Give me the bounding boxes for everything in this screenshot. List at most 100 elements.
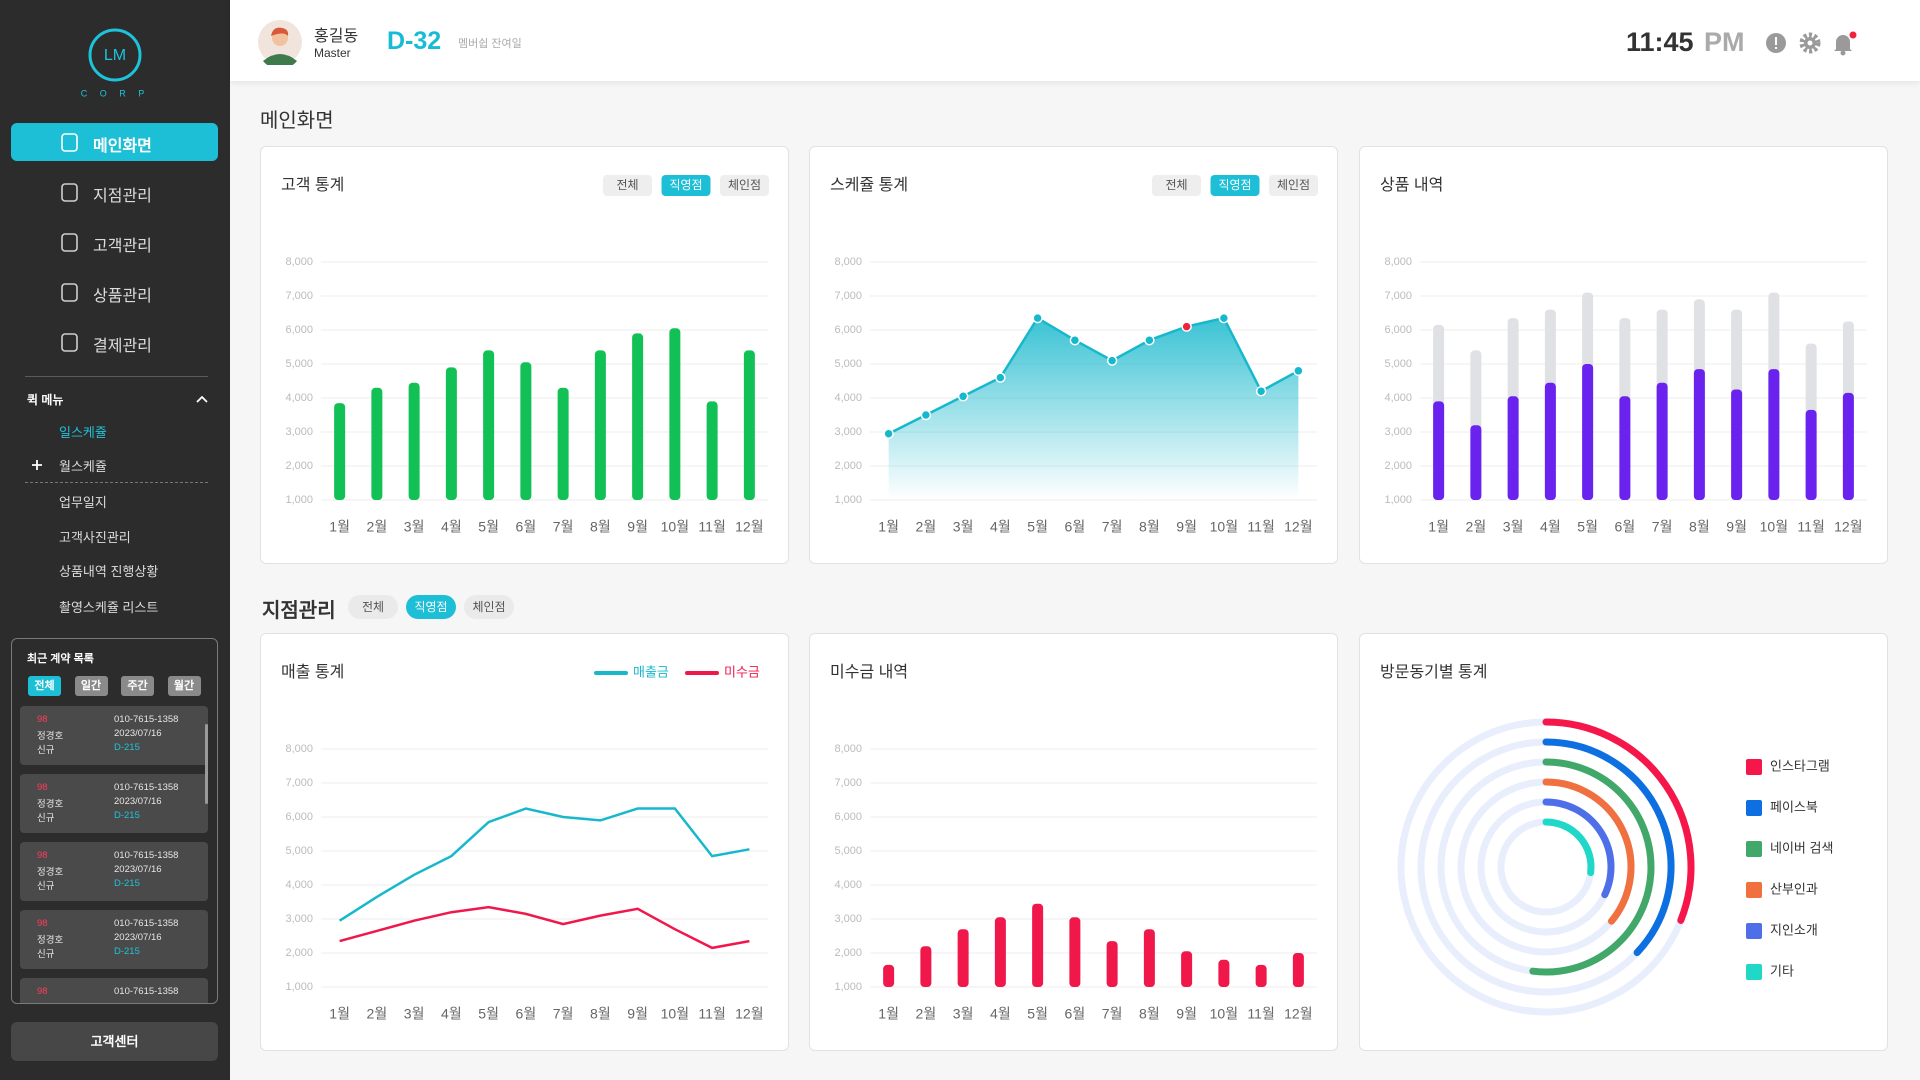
chart-filter[interactable]: 직영점 <box>661 175 711 196</box>
chart: 매출 통계 1,000 2,000 3,000 4,000 5,000 6,000 7,000… <box>281 663 768 1022</box>
chart: 스케쥴 통계 전체 직영점 체인점 1,000 2,000 3,000 4,000 5,000 6… <box>830 175 1318 535</box>
x-tick-label: 10월 <box>1760 519 1788 535</box>
quick-menu-item[interactable]: 상품내역 진행상황 <box>59 564 159 579</box>
bar <box>408 382 420 500</box>
point <box>995 372 1006 383</box>
clock-time: 11:45 <box>1626 27 1694 57</box>
menu-icon <box>61 133 78 152</box>
contract-card[interactable]: 98 정경호 신규 010-7615-1358 2023/07/16 D-215 <box>20 842 208 901</box>
x-tick-label: 1월 <box>878 1006 899 1022</box>
menu-item[interactable]: 상품관리 <box>11 273 218 311</box>
point <box>1106 355 1118 366</box>
contract-card[interactable]: 98 정경호 신규 010-7615-1358 2023/07/16 D-215 <box>20 774 208 833</box>
y-tick-label: 5,000 <box>834 358 862 370</box>
point <box>1218 312 1230 324</box>
y-tick-label: 8,000 <box>285 743 313 755</box>
notification-icon[interactable] <box>1834 31 1857 56</box>
y-tick-label: 7,000 <box>285 290 313 302</box>
contract-dday: D-215 <box>114 810 140 821</box>
radial-bar <box>1542 778 1635 925</box>
x-tick-label: 9월 <box>627 519 648 535</box>
contract-dday: D-215 <box>114 946 140 957</box>
y-tick-label: 4,000 <box>1384 392 1412 404</box>
bar <box>1507 396 1519 500</box>
x-tick-label: 11월 <box>1797 519 1824 535</box>
point <box>883 428 894 439</box>
recent-filter[interactable]: 주간 <box>121 676 154 696</box>
y-tick-label: 6,000 <box>285 324 313 336</box>
menu-item[interactable]: 지점관리 <box>11 173 218 211</box>
contract-card[interactable]: 98 정경호 신규 010-7615-1358 2023/07/16 D-215 <box>20 706 208 765</box>
quick-menu-item[interactable]: 업무일지 <box>59 495 107 510</box>
x-tick-label: 12월 <box>735 519 763 535</box>
radial-bar <box>1542 738 1675 957</box>
chart-card: 방문동기별 통계 인스타그램 페이스북 네이버 검색 산부인과 지인소개 기타 <box>1359 633 1888 1051</box>
info-icon[interactable] <box>1766 33 1786 53</box>
recent-filter[interactable]: 일간 <box>74 676 108 696</box>
x-tick-label: 3월 <box>953 1006 974 1022</box>
x-tick-label: 2월 <box>367 1006 388 1022</box>
bar <box>1768 369 1780 500</box>
chart-filter-label: 체인점 <box>1277 178 1310 192</box>
bar <box>669 328 681 500</box>
menu-item[interactable]: 결제관리 <box>11 323 218 361</box>
y-tick-label: 7,000 <box>834 777 862 789</box>
point <box>1069 334 1081 346</box>
chart-filter[interactable]: 전체 <box>603 175 652 196</box>
quick-menu-item[interactable]: 일스케쥴 <box>59 425 107 440</box>
section-filter[interactable]: 체인점 <box>464 595 514 619</box>
support-button[interactable]: 고객센터 <box>11 1022 218 1061</box>
menu-icon-shape <box>61 333 78 352</box>
chart-filter[interactable]: 체인점 <box>720 175 769 196</box>
recent-filter[interactable]: 전체 <box>28 676 61 696</box>
point <box>1144 334 1155 346</box>
chart-filter[interactable]: 전체 <box>1152 175 1201 196</box>
x-tick-label: 11월 <box>698 519 725 535</box>
chart-filter[interactable]: 직영점 <box>1210 175 1260 196</box>
x-tick-label: 7월 <box>1652 519 1673 535</box>
chart-title: 매출 통계 <box>281 663 344 681</box>
menu-icon-shape <box>61 133 78 152</box>
quick-menu-item[interactable]: 고객사진관리 <box>59 530 131 545</box>
chart-title: 상품 내역 <box>1380 176 1443 194</box>
contract-phone: 010-7615-1358 <box>114 986 179 997</box>
contract-score: 98 <box>37 782 48 793</box>
bar <box>520 362 532 500</box>
contract-score: 98 <box>37 918 48 929</box>
x-tick-label: 5월 <box>478 519 499 535</box>
contract-card[interactable]: 98 정경호 신규 010-7615-1358 2023/07/16 D-215 <box>20 910 208 969</box>
y-tick-label: 4,000 <box>834 392 862 404</box>
x-tick-label: 5월 <box>1027 519 1048 535</box>
recent-filter[interactable]: 월간 <box>167 676 201 696</box>
line <box>888 316 1299 435</box>
contract-score: 98 <box>37 850 48 861</box>
x-tick-label: 6월 <box>1065 1006 1086 1022</box>
contract-name: 정경호 <box>37 799 64 810</box>
bar <box>1433 401 1445 500</box>
y-tick-label: 2,000 <box>285 460 313 472</box>
section-filter[interactable]: 전체 <box>348 595 398 619</box>
radial-bar <box>1542 798 1615 899</box>
logo: LM C O R P <box>81 28 144 98</box>
section-filter[interactable]: 직영점 <box>406 595 456 619</box>
x-tick-label: 4월 <box>990 1006 1011 1022</box>
menu-item[interactable]: 고객관리 <box>11 223 218 261</box>
contract-card[interactable]: 98 010-7615-1358 <box>20 978 208 1003</box>
quick-menu-item[interactable]: 월스케쥴 <box>59 459 107 474</box>
x-tick-label: 12월 <box>1284 519 1312 535</box>
dashed-divider <box>25 482 208 483</box>
contract-phone: 010-7615-1358 <box>114 714 179 725</box>
menu-icon <box>61 233 78 252</box>
settings-icon[interactable] <box>1799 32 1821 54</box>
menu-item[interactable]: 메인화면 <box>11 123 218 161</box>
y-tick-label: 5,000 <box>285 358 313 370</box>
x-tick-label: 4월 <box>990 519 1011 535</box>
y-tick-label: 6,000 <box>834 324 862 336</box>
chart-filter[interactable]: 체인점 <box>1269 175 1318 196</box>
collapse-icon[interactable] <box>195 392 209 406</box>
quick-menu-item[interactable]: 촬영스케쥴 리스트 <box>59 600 159 615</box>
y-tick-label: 4,000 <box>285 879 313 891</box>
contract-name: 정경호 <box>37 867 64 878</box>
